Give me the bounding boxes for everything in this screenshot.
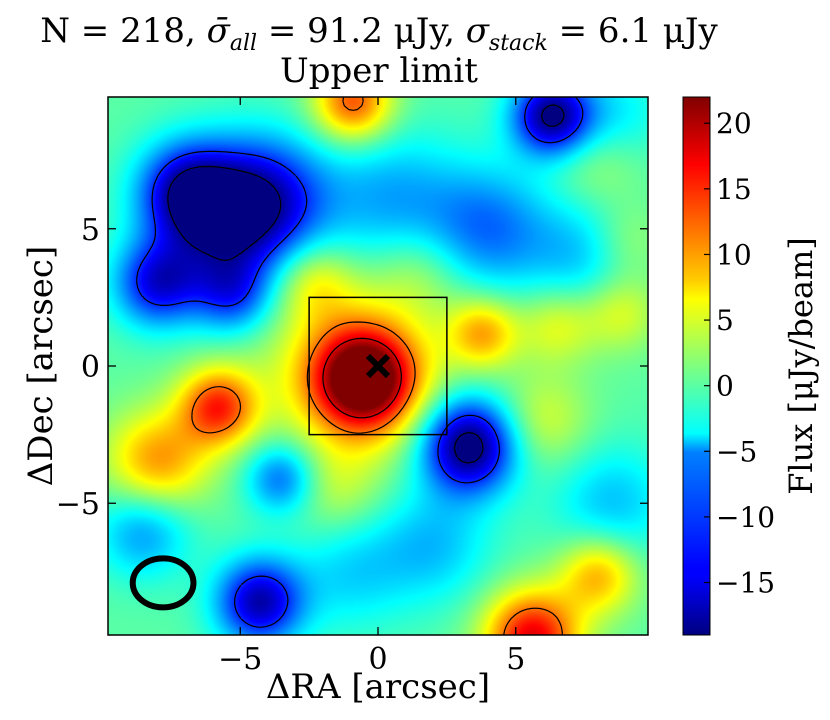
colorbar-gradient (682, 96, 711, 636)
x-ticks: −5 0 5 (218, 97, 525, 677)
stack-region-box (308, 296, 448, 436)
colorbar-ticks: −15 −10 −5 0 5 10 15 20 (704, 107, 775, 600)
colorbar-tick-label-6: 15 (716, 173, 752, 206)
chart-title-line2: Upper limit (280, 51, 478, 91)
title-n-part: N = 218, (40, 11, 206, 51)
x-tick-label-1: 0 (368, 642, 387, 677)
colorbar-tick-label-5: 10 (716, 238, 752, 271)
overlay-layer (129, 296, 448, 611)
negative-contour-3 (167, 104, 565, 464)
colorbar-tick-label-3: 0 (716, 370, 734, 403)
colorbar-tick-label-0: −15 (716, 567, 775, 600)
contour-layer (136, 96, 584, 636)
colorbar-tick-label-4: 5 (716, 304, 734, 337)
plot-area: −5 0 5 −5 0 5 (56, 96, 649, 677)
title-sigma-all-value: = 91.2 μJy, (257, 11, 466, 51)
y-tick-label-1: 0 (81, 350, 100, 385)
title-sigma-stack-value: = 6.1 μJy (548, 11, 719, 51)
positive-contour-2 (322, 337, 402, 419)
beam-ellipse (129, 555, 197, 611)
chart-title-line1: N = 218, σ̄all = 91.2 μJy, σstack = 6.1 … (40, 11, 718, 56)
title-sigma-stack-subscript: stack (489, 31, 548, 56)
colorbar: −15 −10 −5 0 5 10 15 20 Flux [μJy/beam] (682, 96, 820, 636)
colorbar-tick-label-7: 20 (716, 107, 752, 140)
negative-contour-1 (136, 96, 584, 628)
y-ticks: −5 0 5 (56, 213, 648, 522)
center-marker-x (365, 353, 391, 379)
title-sigma-stack: σ (466, 11, 490, 51)
x-tick-label-0: −5 (218, 642, 262, 677)
y-axis-label: ΔDec [arcsec] (21, 246, 61, 487)
colorbar-tick-label-2: −5 (716, 435, 757, 468)
y-tick-label-2: 5 (81, 213, 100, 248)
colorbar-tick-label-1: −10 (716, 501, 775, 534)
title-sigma-all: σ̄ (207, 11, 231, 51)
positive-contour-0 (191, 96, 563, 636)
title-sigma-all-subscript: all (230, 31, 257, 56)
x-tick-label-2: 5 (506, 642, 525, 677)
x-axis-label: ΔRA [arcsec] (266, 667, 490, 707)
y-tick-label-0: −5 (56, 487, 100, 522)
colorbar-label: Flux [μJy/beam] (782, 237, 820, 495)
